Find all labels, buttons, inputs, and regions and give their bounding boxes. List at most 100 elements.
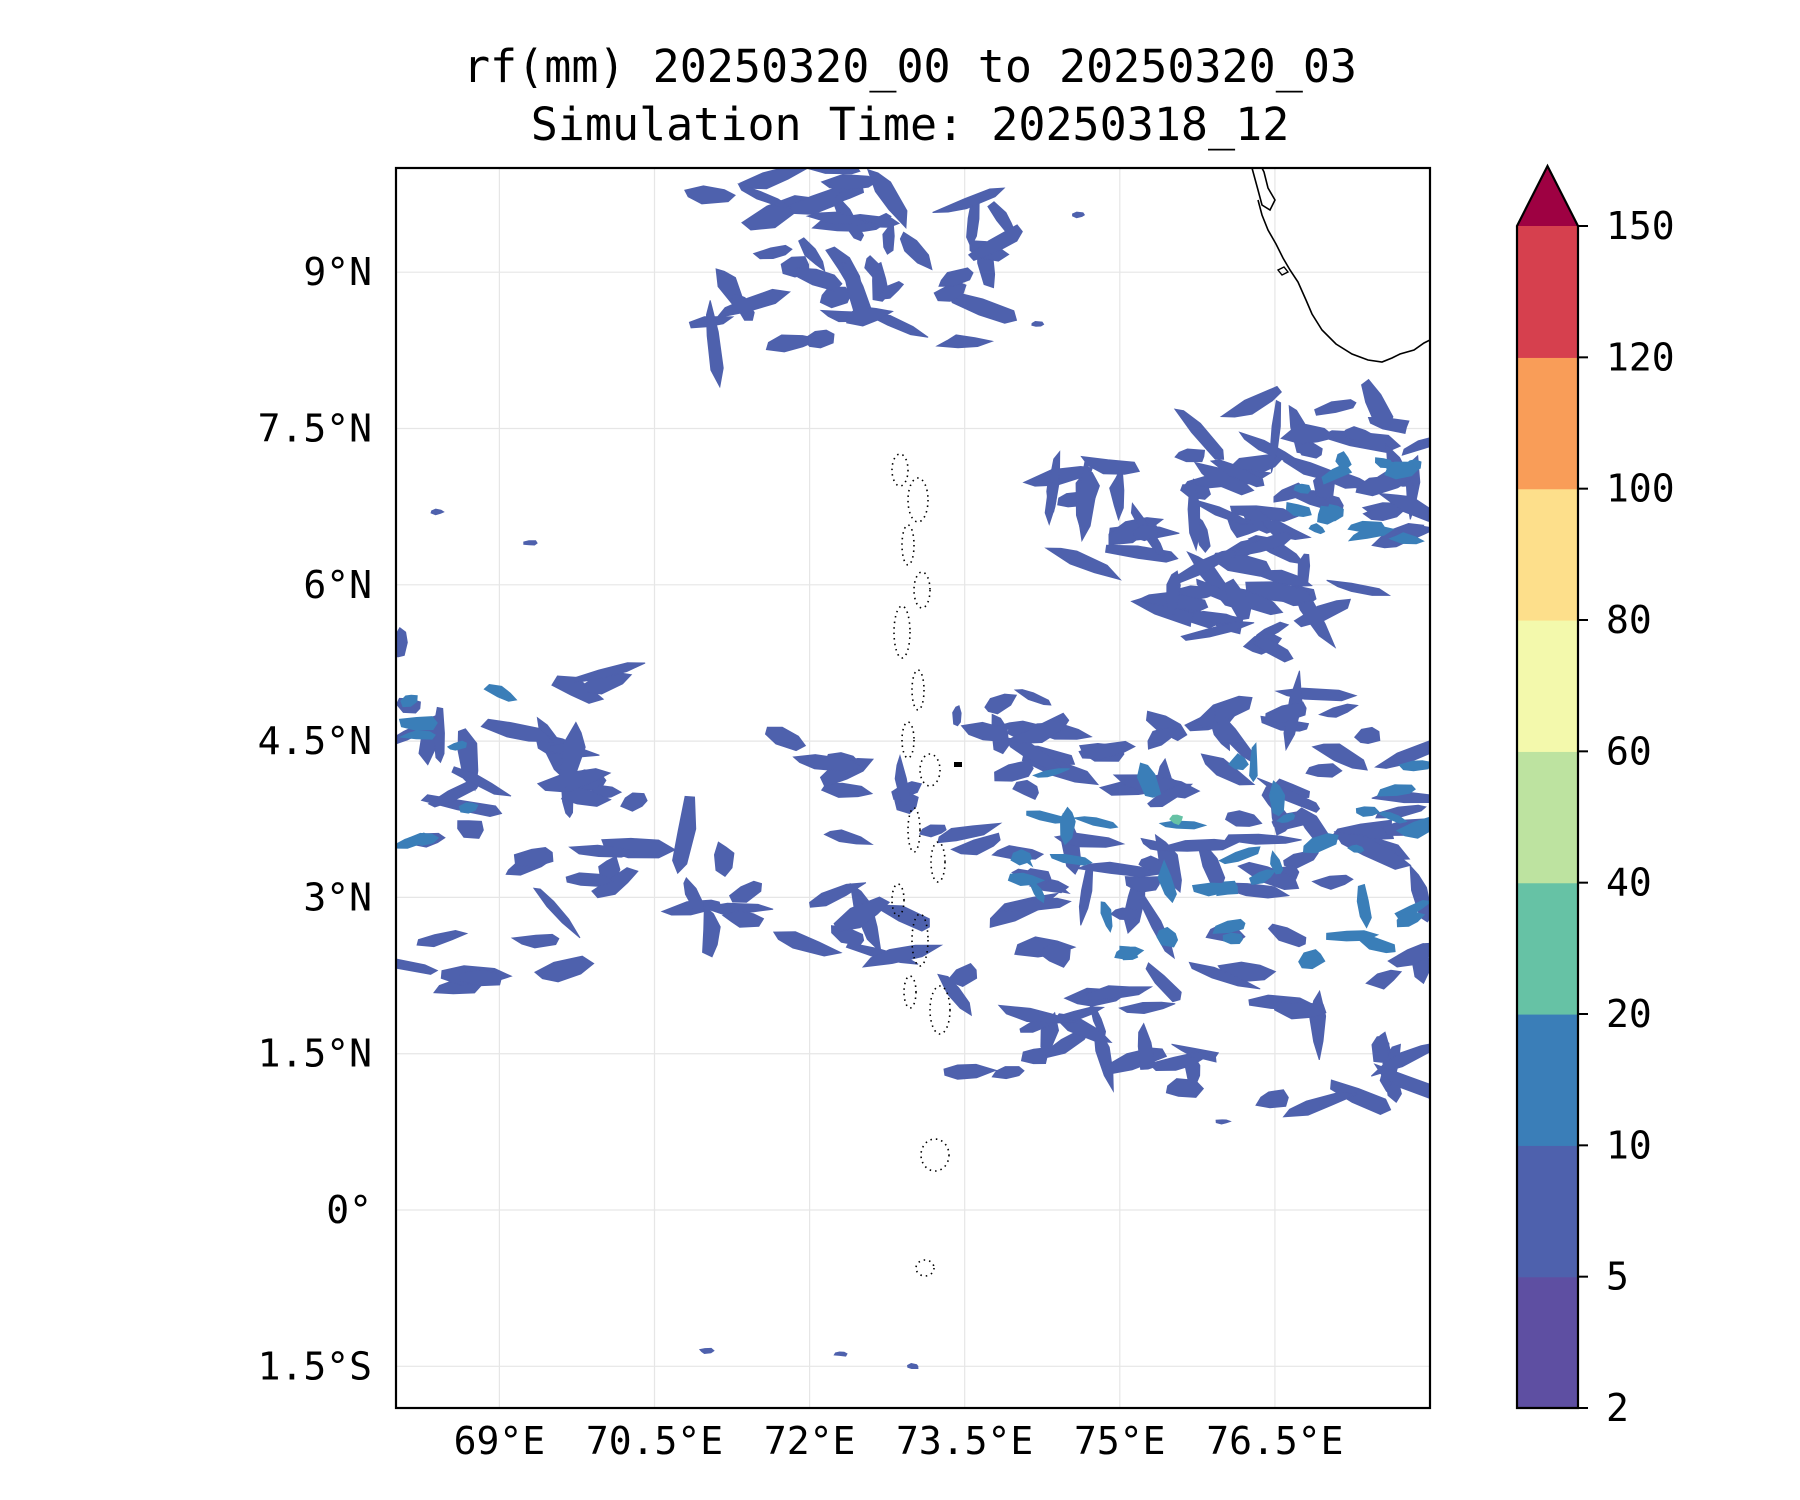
coastline-island bbox=[1276, 266, 1290, 276]
rain-patch bbox=[907, 1362, 919, 1369]
rain-patch bbox=[1356, 883, 1372, 929]
rain-patch bbox=[987, 201, 1018, 238]
rain-patch bbox=[792, 754, 864, 773]
maldives-atolls bbox=[891, 453, 962, 1277]
rain-patch bbox=[1347, 844, 1365, 853]
rain-patch bbox=[568, 844, 639, 858]
rain-patch bbox=[820, 782, 874, 798]
rain-patch bbox=[1258, 569, 1313, 587]
rain-patch bbox=[400, 694, 418, 708]
rain-patch bbox=[729, 293, 755, 321]
rain-patch bbox=[683, 877, 707, 913]
rain-patch bbox=[764, 726, 807, 752]
rain-patch bbox=[1355, 806, 1381, 817]
rain-patch bbox=[1314, 399, 1357, 416]
rain-patch bbox=[861, 944, 944, 968]
rain-patch bbox=[1269, 399, 1282, 473]
colorbar-segment bbox=[1517, 357, 1578, 490]
rain-patch bbox=[894, 754, 911, 806]
rain-patch bbox=[1012, 779, 1039, 800]
atoll bbox=[920, 1138, 950, 1172]
colorbar-tick-label: 2 bbox=[1606, 1386, 1629, 1430]
rain-patch bbox=[510, 933, 560, 949]
rain-patch bbox=[1046, 481, 1057, 513]
lat-tick-label: 6°N bbox=[303, 563, 372, 607]
rain-patch bbox=[1302, 833, 1339, 854]
rain-patch bbox=[1147, 727, 1178, 750]
rain-patch bbox=[918, 824, 947, 838]
rain-patch bbox=[705, 300, 724, 389]
atoll bbox=[907, 477, 929, 523]
rain-patch bbox=[1353, 726, 1381, 745]
rain-patch bbox=[1317, 505, 1339, 525]
rain-patch bbox=[1376, 784, 1416, 797]
rain-patch bbox=[1077, 861, 1162, 878]
rain-patch bbox=[1086, 985, 1154, 1001]
rain-patch bbox=[1371, 1035, 1390, 1063]
rain-patch bbox=[458, 802, 479, 814]
rain-patch bbox=[1212, 918, 1246, 934]
colorbar-tick-label: 120 bbox=[1606, 335, 1675, 379]
rain-patch bbox=[1374, 740, 1430, 769]
rain-patch bbox=[1031, 320, 1045, 327]
colorbar-segment bbox=[1517, 882, 1578, 1015]
rain-patch bbox=[1228, 753, 1249, 771]
rain-patch bbox=[1326, 579, 1392, 596]
rain-patch bbox=[1326, 930, 1380, 942]
rain-patch bbox=[943, 1063, 998, 1080]
rain-patch bbox=[591, 867, 639, 899]
lat-tick-label: 1.5°S bbox=[258, 1344, 372, 1388]
rain-patch bbox=[882, 221, 895, 255]
rain-patch bbox=[833, 1351, 848, 1357]
rain-patch bbox=[1308, 523, 1326, 535]
rain-patch bbox=[1145, 962, 1182, 1003]
rain-patch bbox=[1173, 408, 1225, 460]
rain-patch bbox=[1210, 720, 1231, 752]
rain-patch bbox=[513, 846, 554, 868]
colorbar-tick-label: 100 bbox=[1606, 467, 1675, 511]
rain-patch bbox=[1401, 437, 1430, 456]
rain-patch bbox=[1214, 705, 1254, 764]
rain-patch bbox=[1049, 854, 1093, 866]
rain-patch bbox=[573, 662, 646, 684]
rain-patch bbox=[457, 820, 484, 839]
rain-patch bbox=[1145, 710, 1188, 742]
rain-patch bbox=[458, 968, 502, 987]
atoll bbox=[911, 913, 929, 967]
rain-patch bbox=[1230, 530, 1294, 559]
rain-patch bbox=[1224, 810, 1263, 827]
rain-patch bbox=[1100, 901, 1113, 933]
rain-patch bbox=[1010, 849, 1033, 866]
rain-patch bbox=[1396, 911, 1426, 928]
rain-patch bbox=[534, 955, 595, 983]
rain-patch bbox=[899, 231, 933, 271]
rain-patch bbox=[1166, 570, 1181, 618]
atoll bbox=[891, 453, 909, 487]
lat-tick-label: 1.5°N bbox=[258, 1032, 372, 1076]
colorbar-tick-label: 80 bbox=[1606, 598, 1652, 642]
rain-patch bbox=[949, 962, 978, 987]
atoll bbox=[907, 807, 921, 853]
rain-patch bbox=[738, 168, 809, 190]
rain-patch bbox=[684, 185, 736, 205]
lon-tick-label: 76.5°E bbox=[1206, 1419, 1343, 1463]
rain-patch bbox=[1005, 712, 1070, 744]
lat-tick-label: 3°N bbox=[303, 875, 372, 919]
rain-patch bbox=[1387, 942, 1430, 968]
colorbar-tick-label: 10 bbox=[1606, 1123, 1652, 1167]
rain-patch bbox=[1200, 753, 1256, 786]
rain-patch bbox=[713, 841, 735, 877]
rain-patch bbox=[938, 267, 974, 287]
rain-patch bbox=[1298, 949, 1326, 970]
colorbar-tick-label: 60 bbox=[1606, 729, 1652, 773]
rain-patch bbox=[1187, 478, 1201, 552]
rain-patch bbox=[1335, 451, 1352, 470]
rain-patch bbox=[721, 910, 765, 928]
rain-patch bbox=[1216, 880, 1239, 897]
rain-patch bbox=[1080, 455, 1141, 475]
rain-patch bbox=[1044, 547, 1122, 581]
rain-patch bbox=[1184, 1056, 1201, 1086]
rain-patch bbox=[398, 716, 438, 731]
rain-patch bbox=[1270, 850, 1284, 875]
rain-patch bbox=[984, 693, 1018, 715]
